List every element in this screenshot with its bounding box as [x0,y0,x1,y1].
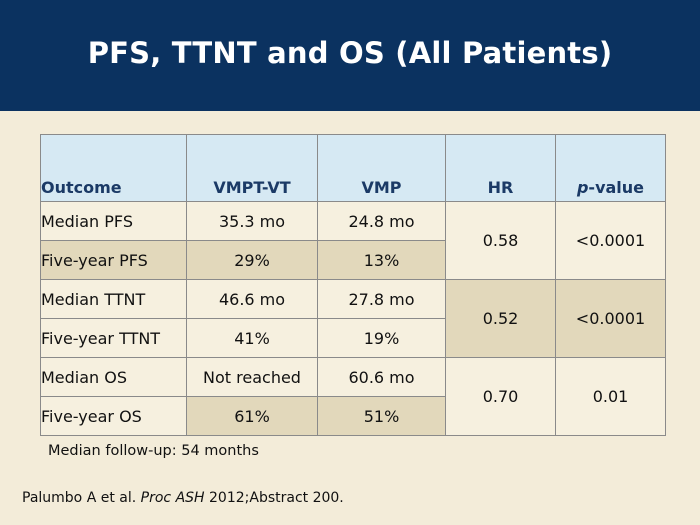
cell-vmpt-vt: 46.6 mo [186,279,318,319]
citation-details: 2012;Abstract 200. [209,490,344,506]
cell-outcome: Five-year TTNT [40,318,187,358]
cell-vmp: 27.8 mo [317,279,446,319]
cell-vmpt-vt: Not reached [186,357,318,397]
table-row: Median PFS 35.3 mo 24.8 mo 0.58 <0.0001 [40,201,666,280]
header-outcome: Outcome [40,134,187,202]
cell-hr: 0.58 [445,201,556,280]
title-banner: PFS, TTNT and OS (All Patients) [0,0,700,111]
cell-p-value: <0.0001 [555,279,666,358]
citation-authors: Palumbo A et al. [22,490,137,506]
slide-title: PFS, TTNT and OS (All Patients) [87,36,613,70]
cell-outcome: Five-year OS [40,396,187,436]
followup-note: Median follow-up: 54 months [48,443,259,459]
cell-vmp: 24.8 mo [317,201,446,241]
citation-journal: Proc ASH [140,490,205,506]
header-p-value: p-value [555,134,666,202]
outcomes-table: Outcome VMPT-VT VMP HR p-value Median PF… [40,134,666,436]
table-row: Five-year TTNT 41% 19% [40,318,666,358]
header-hr: HR [445,134,556,202]
header-vmpt-vt: VMPT-VT [186,134,318,202]
cell-vmp: 19% [317,318,446,358]
cell-vmpt-vt: 41% [186,318,318,358]
cell-vmp: 13% [317,240,446,280]
cell-hr: 0.70 [445,357,556,436]
cell-vmpt-vt: 61% [186,396,318,436]
header-p-suffix: -value [588,178,645,197]
table-header-row: Outcome VMPT-VT VMP HR p-value [40,134,666,202]
table-row: Five-year PFS 29% 13% [40,240,666,280]
cell-outcome: Median TTNT [40,279,187,319]
table-row: Median TTNT 46.6 mo 27.8 mo 0.52 <0.0001 [40,279,666,358]
cell-outcome: Median OS [40,357,187,397]
cell-vmpt-vt: 29% [186,240,318,280]
cell-p-value: 0.01 [555,357,666,436]
header-p-italic: p [576,178,589,197]
cell-vmp: 60.6 mo [317,357,446,397]
table-row: Five-year OS 61% 51% [40,396,666,436]
cell-vmpt-vt: 35.3 mo [186,201,318,241]
cell-hr: 0.52 [445,279,556,358]
cell-vmp: 51% [317,396,446,436]
cell-p-value: <0.0001 [555,201,666,280]
citation: Palumbo A et al. Proc ASH 2012;Abstract … [22,490,344,506]
cell-outcome: Median PFS [40,201,187,241]
cell-outcome: Five-year PFS [40,240,187,280]
header-vmp: VMP [317,134,446,202]
table-row: Median OS Not reached 60.6 mo 0.70 0.01 [40,357,666,436]
